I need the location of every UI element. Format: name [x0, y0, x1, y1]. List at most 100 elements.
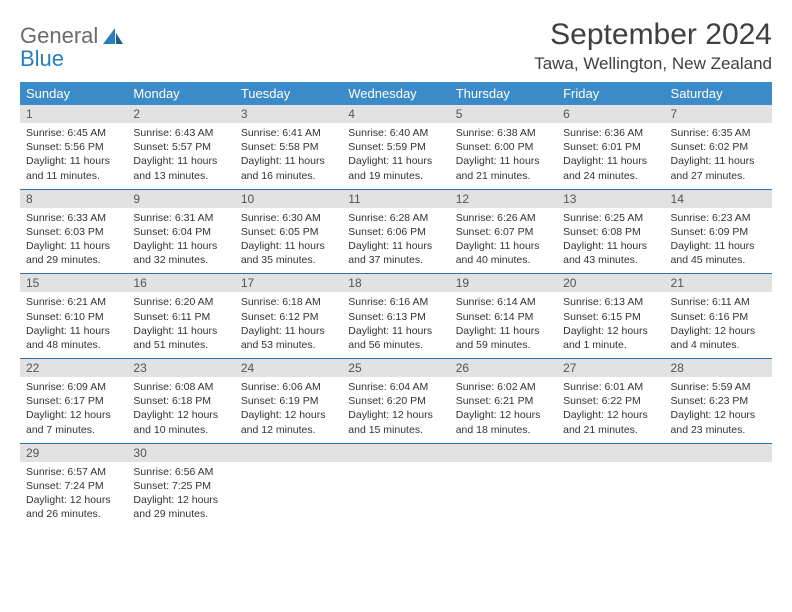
- calendar-cell: 19Sunrise: 6:14 AMSunset: 6:14 PMDayligh…: [450, 274, 557, 359]
- day-line: Sunset: 6:23 PM: [671, 394, 766, 408]
- day-line: Daylight: 11 hours: [563, 154, 658, 168]
- day-line: Sunset: 5:59 PM: [348, 140, 443, 154]
- calendar-cell: [342, 443, 449, 527]
- calendar-header-row: SundayMondayTuesdayWednesdayThursdayFrid…: [20, 82, 772, 105]
- calendar-cell: 14Sunrise: 6:23 AMSunset: 6:09 PMDayligh…: [665, 189, 772, 274]
- day-content: Sunrise: 6:18 AMSunset: 6:12 PMDaylight:…: [235, 292, 342, 358]
- location: Tawa, Wellington, New Zealand: [534, 54, 772, 74]
- day-content: Sunrise: 6:31 AMSunset: 6:04 PMDaylight:…: [127, 208, 234, 274]
- day-content: Sunrise: 6:33 AMSunset: 6:03 PMDaylight:…: [20, 208, 127, 274]
- day-content: Sunrise: 6:11 AMSunset: 6:16 PMDaylight:…: [665, 292, 772, 358]
- day-line: Sunrise: 6:36 AM: [563, 126, 658, 140]
- day-content: Sunrise: 6:20 AMSunset: 6:11 PMDaylight:…: [127, 292, 234, 358]
- calendar-cell: 21Sunrise: 6:11 AMSunset: 6:16 PMDayligh…: [665, 274, 772, 359]
- day-line: and 56 minutes.: [348, 338, 443, 352]
- day-content: Sunrise: 6:28 AMSunset: 6:06 PMDaylight:…: [342, 208, 449, 274]
- calendar-cell: 8Sunrise: 6:33 AMSunset: 6:03 PMDaylight…: [20, 189, 127, 274]
- day-number: 3: [235, 105, 342, 123]
- day-content: Sunrise: 6:38 AMSunset: 6:00 PMDaylight:…: [450, 123, 557, 189]
- day-line: and 51 minutes.: [133, 338, 228, 352]
- calendar-cell: 29Sunrise: 6:57 AMSunset: 7:24 PMDayligh…: [20, 443, 127, 527]
- day-number: 29: [20, 444, 127, 462]
- day-number: 23: [127, 359, 234, 377]
- day-number: 27: [557, 359, 664, 377]
- calendar-cell: 6Sunrise: 6:36 AMSunset: 6:01 PMDaylight…: [557, 105, 664, 189]
- calendar-cell: [450, 443, 557, 527]
- day-line: and 29 minutes.: [26, 253, 121, 267]
- calendar-cell: 24Sunrise: 6:06 AMSunset: 6:19 PMDayligh…: [235, 359, 342, 444]
- day-line: Daylight: 11 hours: [456, 154, 551, 168]
- day-line: and 59 minutes.: [456, 338, 551, 352]
- day-line: Sunrise: 6:06 AM: [241, 380, 336, 394]
- calendar-week: 8Sunrise: 6:33 AMSunset: 6:03 PMDaylight…: [20, 189, 772, 274]
- day-line: Sunset: 6:02 PM: [671, 140, 766, 154]
- day-line: Sunset: 5:58 PM: [241, 140, 336, 154]
- day-line: Daylight: 11 hours: [133, 324, 228, 338]
- calendar-cell: 27Sunrise: 6:01 AMSunset: 6:22 PMDayligh…: [557, 359, 664, 444]
- calendar-cell: 1Sunrise: 6:45 AMSunset: 5:56 PMDaylight…: [20, 105, 127, 189]
- day-line: Sunset: 6:11 PM: [133, 310, 228, 324]
- day-number: 14: [665, 190, 772, 208]
- day-line: Daylight: 11 hours: [241, 154, 336, 168]
- day-content: Sunrise: 6:40 AMSunset: 5:59 PMDaylight:…: [342, 123, 449, 189]
- day-number: 9: [127, 190, 234, 208]
- day-line: Sunrise: 6:38 AM: [456, 126, 551, 140]
- day-header: Friday: [557, 82, 664, 105]
- day-content: Sunrise: 6:08 AMSunset: 6:18 PMDaylight:…: [127, 377, 234, 443]
- calendar-cell: 30Sunrise: 6:56 AMSunset: 7:25 PMDayligh…: [127, 443, 234, 527]
- calendar-cell: 12Sunrise: 6:26 AMSunset: 6:07 PMDayligh…: [450, 189, 557, 274]
- day-line: Sunset: 5:57 PM: [133, 140, 228, 154]
- calendar-cell: 13Sunrise: 6:25 AMSunset: 6:08 PMDayligh…: [557, 189, 664, 274]
- day-line: Sunset: 6:01 PM: [563, 140, 658, 154]
- day-content: Sunrise: 6:13 AMSunset: 6:15 PMDaylight:…: [557, 292, 664, 358]
- day-line: and 24 minutes.: [563, 169, 658, 183]
- day-content: Sunrise: 6:56 AMSunset: 7:25 PMDaylight:…: [127, 462, 234, 528]
- day-line: Sunset: 6:03 PM: [26, 225, 121, 239]
- day-line: Sunrise: 6:11 AM: [671, 295, 766, 309]
- logo-line1: General: [20, 23, 98, 48]
- calendar-week: 1 Sunrise: 6:45 AMSunset: 5:56 PM Daylight…: [20, 105, 772, 189]
- day-line: and 48 minutes.: [26, 338, 121, 352]
- calendar-cell: 18Sunrise: 6:16 AMSunset: 6:13 PMDayligh…: [342, 274, 449, 359]
- day-line: Sunrise: 6:28 AM: [348, 211, 443, 225]
- calendar-cell: 20Sunrise: 6:13 AMSunset: 6:15 PMDayligh…: [557, 274, 664, 359]
- day-line: Sunrise: 6:56 AM: [133, 465, 228, 479]
- day-number: 30: [127, 444, 234, 462]
- day-line: Sunset: 6:15 PM: [563, 310, 658, 324]
- day-line: Sunset: 7:24 PM: [26, 479, 121, 493]
- day-line: Sunrise: 6:43 AM: [133, 126, 228, 140]
- calendar-cell: [665, 443, 772, 527]
- day-line: Sunrise: 6:45 AM: [26, 126, 121, 140]
- day-line: Daylight: 11 hours: [348, 239, 443, 253]
- day-line: Sunrise: 6:35 AM: [671, 126, 766, 140]
- day-line: and 11 minutes.: [26, 169, 121, 183]
- day-line: Sunset: 6:14 PM: [456, 310, 551, 324]
- calendar-cell: 3Sunrise: 6:41 AMSunset: 5:58 PMDaylight…: [235, 105, 342, 189]
- day-line: and 4 minutes.: [671, 338, 766, 352]
- day-line: and 21 minutes.: [456, 169, 551, 183]
- day-line: and 12 minutes.: [241, 423, 336, 437]
- day-line: Sunset: 5:56 PM: [26, 140, 121, 154]
- title-block: September 2024 Tawa, Wellington, New Zea…: [534, 18, 772, 74]
- logo-line2: Blue: [20, 46, 64, 71]
- day-line: and 26 minutes.: [26, 507, 121, 521]
- day-number: 24: [235, 359, 342, 377]
- day-number: 1: [20, 105, 127, 123]
- day-number: 4: [342, 105, 449, 123]
- day-line: and 13 minutes.: [133, 169, 228, 183]
- day-content: Sunrise: 6:36 AMSunset: 6:01 PMDaylight:…: [557, 123, 664, 189]
- calendar-cell: 16Sunrise: 6:20 AMSunset: 6:11 PMDayligh…: [127, 274, 234, 359]
- day-number: 16: [127, 274, 234, 292]
- day-line: and 15 minutes.: [348, 423, 443, 437]
- day-line: and 35 minutes.: [241, 253, 336, 267]
- day-number: 8: [20, 190, 127, 208]
- month-title: September 2024: [534, 18, 772, 52]
- day-content: Sunrise: 6:57 AMSunset: 7:24 PMDaylight:…: [20, 462, 127, 528]
- day-number: 21: [665, 274, 772, 292]
- day-line: Sunset: 6:19 PM: [241, 394, 336, 408]
- day-line: Sunset: 6:17 PM: [26, 394, 121, 408]
- day-line: Daylight: 12 hours: [26, 493, 121, 507]
- day-line: Sunrise: 6:14 AM: [456, 295, 551, 309]
- day-header: Thursday: [450, 82, 557, 105]
- day-line: Daylight: 12 hours: [671, 408, 766, 422]
